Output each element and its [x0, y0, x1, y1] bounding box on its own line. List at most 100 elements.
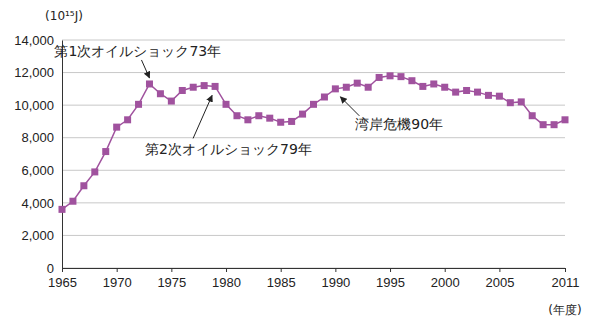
x-tick-label: 1990 — [321, 275, 350, 290]
x-tick-label: 1965 — [48, 275, 77, 290]
point — [244, 116, 251, 123]
point — [321, 94, 328, 101]
point — [80, 182, 87, 189]
annotation-arrow — [141, 60, 149, 78]
x-tick: 1975 — [157, 268, 186, 290]
point — [496, 93, 503, 100]
point — [343, 84, 350, 91]
y-tick: 4,000 — [21, 196, 62, 211]
point — [376, 74, 383, 81]
point — [441, 84, 448, 91]
grid — [62, 40, 565, 268]
line — [62, 76, 565, 210]
x-tick-mark — [62, 268, 63, 272]
x-tick: 2000 — [431, 268, 460, 290]
point — [562, 116, 569, 123]
y-tick-label: 8,000 — [21, 130, 54, 145]
point — [91, 168, 98, 175]
x-tick-mark — [445, 268, 446, 272]
point — [430, 80, 437, 87]
point — [397, 73, 404, 80]
x-tick-label: 2000 — [431, 275, 460, 290]
point — [135, 101, 142, 108]
y-tick-label: 12,000 — [14, 65, 54, 80]
plot: 0 2,000 4,000 6,000 8,000 10,000 12,000 14,000 1… — [14, 33, 579, 291]
grid-line — [62, 72, 565, 73]
x-tick-mark — [499, 268, 500, 272]
x-tick: 1985 — [267, 268, 296, 290]
y-axis: 0 2,000 4,000 6,000 8,000 10,000 12,000 14,000 — [14, 33, 62, 276]
point — [408, 77, 415, 84]
point — [179, 87, 186, 94]
y-tick-label: 2,000 — [21, 228, 54, 243]
point — [168, 98, 175, 105]
point — [124, 116, 131, 123]
x-tick: 1965 — [48, 268, 77, 290]
point — [212, 83, 219, 90]
x-tick-mark — [335, 268, 336, 272]
point — [354, 80, 361, 87]
grid-line — [62, 202, 565, 203]
point — [474, 89, 481, 96]
point — [59, 206, 66, 213]
x-tick-label: 2005 — [485, 275, 514, 290]
y-axis-label: (10¹⁵J) — [45, 9, 83, 23]
y-tick: 0 — [47, 261, 62, 276]
grid-line — [62, 40, 565, 41]
point — [288, 118, 295, 125]
y-tick: 8,000 — [21, 130, 62, 145]
x-tick-mark — [117, 268, 118, 272]
point — [102, 148, 109, 155]
x-tick-label: 1980 — [212, 275, 241, 290]
series — [59, 72, 569, 213]
x-tick-mark — [226, 268, 227, 272]
point — [310, 101, 317, 108]
y-tick-label: 14,000 — [14, 33, 54, 48]
point — [332, 85, 339, 92]
x-tick: 2011 — [552, 268, 580, 290]
point — [365, 84, 372, 91]
annotation: 第2次オイルショック79年 — [145, 141, 312, 157]
x-tick-label: 1995 — [376, 275, 405, 290]
y-tick: 10,000 — [14, 98, 62, 113]
chart: 0 2,000 4,000 6,000 8,000 10,000 12,000 14,000 1… — [0, 0, 600, 322]
point — [551, 121, 558, 128]
x-tick-label: 1975 — [157, 275, 186, 290]
grid-line — [62, 235, 565, 236]
x-axis-line — [63, 269, 566, 273]
x-tick-mark — [281, 268, 282, 272]
point — [387, 72, 394, 79]
x-tick-label: 1970 — [103, 275, 132, 290]
point — [463, 87, 470, 94]
point — [157, 90, 164, 97]
point — [146, 80, 153, 87]
point — [266, 115, 273, 122]
point — [69, 198, 76, 205]
point — [507, 99, 514, 106]
y-tick-label: 0 — [47, 261, 54, 276]
point — [255, 112, 262, 119]
grid-line — [62, 170, 565, 171]
y-tick-label: 6,000 — [21, 163, 54, 178]
point — [113, 124, 120, 131]
point — [299, 111, 306, 118]
grid-line — [62, 137, 565, 138]
y-tick: 6,000 — [21, 163, 62, 178]
x-tick: 1995 — [376, 268, 405, 290]
point — [223, 101, 230, 108]
x-tick-mark — [390, 268, 391, 272]
point — [190, 84, 197, 91]
annotation: 湾岸危機90年 — [355, 116, 443, 132]
x-tick-label: 2011 — [552, 275, 580, 290]
x-axis: 1965 1970 1975 1980 1985 1990 1995 2000 2005 2011 — [48, 268, 579, 290]
x-tick-mark — [565, 268, 566, 272]
y-tick-label: 10,000 — [14, 98, 54, 113]
point — [540, 121, 547, 128]
x-tick: 1970 — [103, 268, 132, 290]
annotations: 第1次オイルショック73年第2次オイルショック79年湾岸危機90年 — [54, 43, 443, 157]
point — [277, 119, 284, 126]
point — [201, 82, 208, 89]
annotation-arrow — [193, 95, 212, 138]
x-tick: 2005 — [485, 268, 514, 290]
point — [233, 112, 240, 119]
